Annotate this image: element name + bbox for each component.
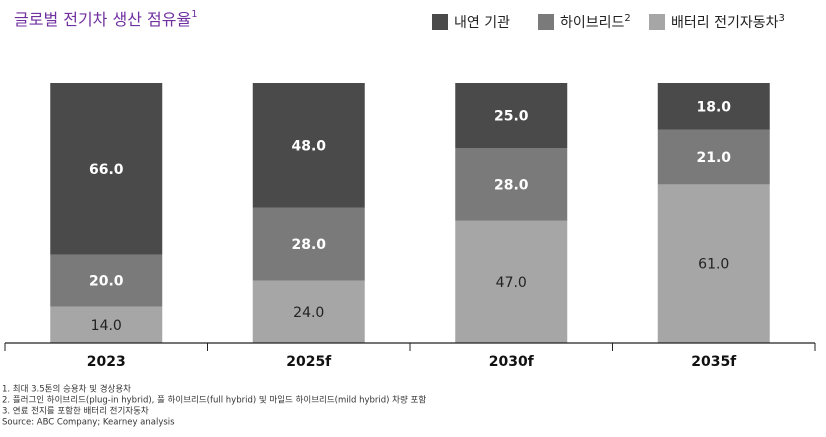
bar-segment — [657, 184, 770, 343]
x-tick-label: 2035f — [691, 354, 737, 370]
value-label: 66.0 — [89, 162, 124, 178]
bar-segment — [252, 280, 365, 343]
value-label: 28.0 — [291, 237, 326, 253]
chart-title: 글로벌 전기차 생산 점유율1 — [14, 9, 198, 29]
legend-note: 2 — [624, 13, 630, 24]
legend-swatch — [649, 14, 665, 30]
bar-segment — [50, 254, 163, 307]
legend-entry: 하이브리드2 — [560, 13, 631, 31]
bar-segment — [657, 83, 770, 130]
legend-name: 내연 기관 — [454, 15, 510, 31]
value-label: 24.0 — [293, 305, 324, 321]
value-label: 48.0 — [291, 138, 326, 154]
value-label: 20.0 — [89, 274, 124, 290]
legend-swatch — [538, 14, 554, 30]
source: Source: ABC Company; Kearney analysis — [2, 418, 175, 428]
legend-entry: 배터리 전기자동차3 — [671, 13, 785, 31]
legend-swatch — [432, 14, 448, 30]
value-label: 28.0 — [494, 177, 529, 193]
value-label: 14.0 — [91, 318, 122, 334]
bar-segment — [252, 83, 365, 208]
legend-entry: 내연 기관 — [454, 15, 510, 31]
bar-segment — [50, 83, 163, 255]
x-tick-label: 2030f — [489, 354, 535, 370]
bar-segment — [455, 83, 568, 148]
legend-name: 배터리 전기자동차 — [671, 15, 779, 31]
value-label: 25.0 — [494, 109, 529, 125]
bar-segment — [50, 306, 163, 343]
value-label: 21.0 — [696, 150, 731, 166]
bar-segment — [455, 148, 568, 221]
bar-segment — [455, 220, 568, 343]
title-note: 1 — [191, 9, 197, 20]
bar-segment — [252, 207, 365, 281]
title-text: 글로벌 전기차 생산 점유율 — [14, 10, 191, 29]
footnote: 3. 연료 전지를 포함한 배터리 전기자동차 — [2, 406, 149, 417]
x-tick-label: 2023 — [87, 354, 126, 370]
footnote: 1. 최대 3.5톤의 승용차 및 경상용차 — [2, 384, 131, 395]
legend-note: 3 — [779, 13, 785, 24]
x-tick-label: 2025f — [286, 354, 332, 370]
value-label: 18.0 — [696, 99, 731, 115]
value-label: 47.0 — [496, 275, 527, 291]
footnote: 2. 플러그인 하이브리드(plug-in hybrid), 풀 하이브리드(f… — [2, 395, 426, 406]
bar-segment — [657, 129, 770, 185]
value-label: 61.0 — [698, 257, 729, 273]
legend-name: 하이브리드 — [560, 15, 625, 31]
